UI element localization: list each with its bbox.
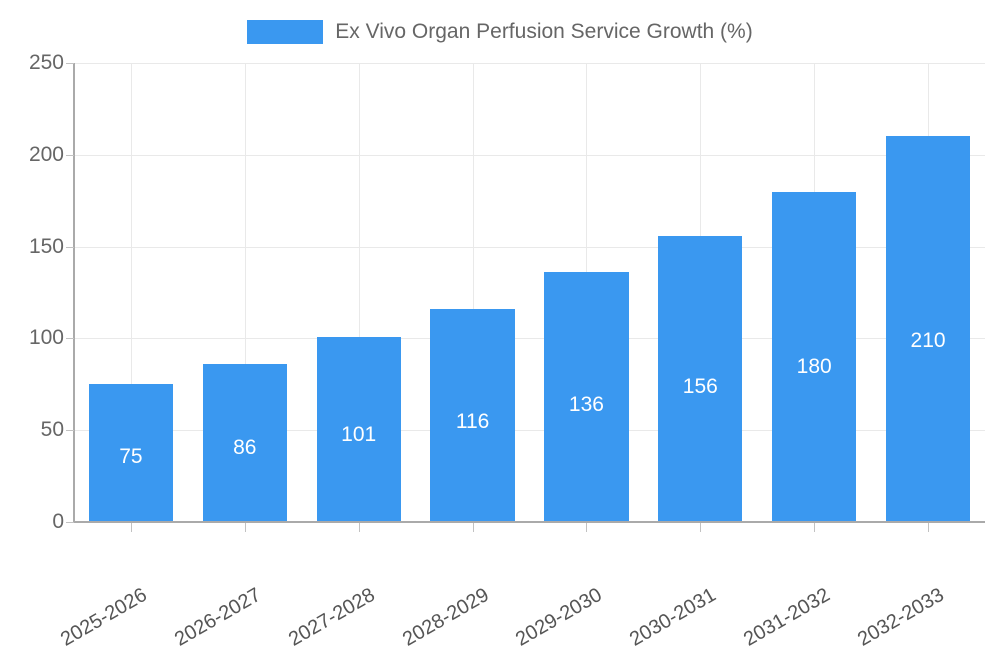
legend-item-0[interactable]: Ex Vivo Organ Perfusion Service Growth (… (247, 20, 753, 44)
y-axis-tick-mark (66, 63, 74, 64)
gridline-vertical (244, 63, 246, 522)
x-axis-tick-label: 2030-2031 (626, 583, 721, 651)
bar[interactable] (658, 235, 743, 522)
bar[interactable] (202, 364, 287, 522)
gridline-horizontal (74, 430, 985, 432)
y-axis-tick-label: 0 (52, 510, 64, 533)
bar[interactable] (430, 309, 515, 522)
bar[interactable] (316, 336, 401, 522)
x-axis-tick-mark (358, 523, 360, 532)
x-axis-tick-label: 2032-2033 (854, 583, 948, 651)
gridline-vertical (130, 63, 132, 522)
x-axis-tick-label: 2025-2026 (56, 583, 151, 651)
x-axis-tick-mark (130, 523, 132, 532)
y-axis-tick-mark (66, 154, 74, 156)
y-axis-tick-mark (66, 430, 74, 432)
chart-legend: Ex Vivo Organ Perfusion Service Growth (… (0, 14, 1000, 50)
gridline-horizontal (74, 246, 985, 248)
x-axis-tick-mark (928, 523, 930, 532)
x-axis-tick-mark (700, 523, 702, 532)
gridline-horizontal (74, 338, 985, 340)
x-axis-tick-mark (244, 523, 246, 532)
bar[interactable] (772, 191, 857, 522)
gridline-vertical (358, 63, 360, 522)
y-axis-tick-labels: 0 50 100 150 200 250 (0, 0, 64, 600)
x-axis-tick-label: 2031-2032 (740, 583, 835, 651)
plot-area: 75 86 101 116 136 156 180 210 (74, 63, 985, 523)
x-axis-tick-label: 2026-2027 (170, 583, 265, 651)
y-axis-tick-mark (66, 338, 74, 340)
y-axis-tick-label: 150 (28, 234, 64, 258)
x-axis-line (73, 521, 985, 523)
gridline-horizontal (74, 63, 985, 64)
legend-swatch-icon (247, 20, 324, 44)
y-axis-line (73, 63, 75, 523)
y-axis-tick-mark (66, 246, 74, 248)
y-axis-tick-mark (66, 522, 74, 523)
x-axis-tick-mark (814, 523, 816, 532)
x-axis-tick-mark (586, 523, 588, 532)
y-axis-tick-label: 100 (28, 326, 64, 350)
bar[interactable] (885, 136, 971, 522)
x-axis-tick-label: 2028-2029 (398, 583, 493, 651)
gridline-horizontal (74, 154, 985, 156)
y-axis-tick-label: 200 (28, 142, 64, 166)
bar[interactable] (544, 272, 629, 522)
x-axis-tick-label: 2029-2030 (512, 583, 607, 651)
y-axis-tick-label: 50 (40, 418, 64, 442)
legend-label: Ex Vivo Organ Perfusion Service Growth (… (335, 20, 753, 43)
y-axis-tick-label: 250 (28, 51, 64, 74)
x-axis-tick-label: 2027-2028 (284, 583, 379, 651)
gridline-vertical (472, 63, 474, 522)
bar[interactable] (88, 384, 174, 522)
x-axis-tick-mark (472, 523, 474, 532)
